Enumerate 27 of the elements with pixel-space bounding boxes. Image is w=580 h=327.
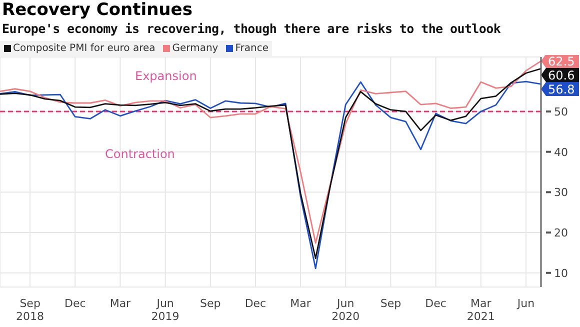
x-tick-label: Dec	[64, 297, 86, 310]
x-tick-label: Dec	[425, 297, 446, 310]
x-tick-label: Mar	[290, 297, 312, 310]
x-tick-label: Sep	[380, 297, 402, 310]
x-tick-label: Sep 2018	[16, 297, 44, 323]
chart-title: Recovery Continues	[2, 0, 192, 20]
legend-label: Germany	[172, 43, 218, 54]
chart-subtitle: Europe's economy is recovering, though there are risks to the outlook	[2, 21, 501, 36]
y-tick-label: 10	[554, 266, 568, 280]
annotation: Contraction	[105, 147, 175, 161]
data-label: 62.5	[548, 54, 575, 69]
y-tick-label: 40	[554, 146, 568, 159]
x-tick-label: Sep	[200, 297, 221, 310]
data-label: 60.6	[548, 68, 575, 83]
x-tick-label: Jun 2020	[332, 297, 360, 323]
annotation: Expansion	[135, 69, 197, 83]
legend-label: France	[235, 43, 268, 54]
data-label: 56.8	[548, 82, 575, 97]
x-tick-label: Jun 2019	[151, 297, 180, 323]
y-tick-label: 20	[554, 226, 568, 240]
x-tick-label: Dec	[244, 297, 266, 310]
y-tick-label: 30	[554, 186, 568, 200]
y-tick-label: 50	[554, 105, 568, 118]
legend-label: Composite PMI for euro area	[13, 43, 156, 54]
x-tick-label: Jun	[516, 297, 535, 310]
x-tick-label: Mar 2021	[466, 297, 495, 323]
x-tick-label: Mar	[110, 297, 132, 310]
